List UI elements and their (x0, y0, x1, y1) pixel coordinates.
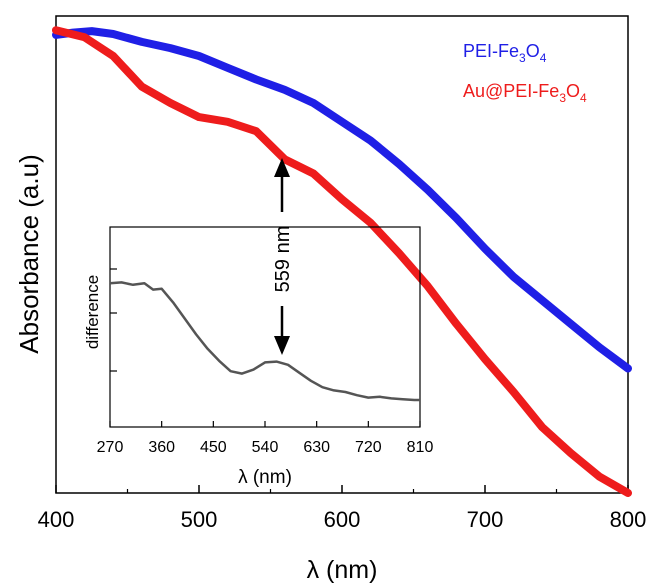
main-x-tick-label: 800 (610, 507, 647, 532)
legend-entry-pei-fe3o4: PEI-Fe3O4 (463, 41, 547, 65)
annotation-559nm: 559 nm (272, 158, 294, 355)
legend-1-mid: O (566, 81, 580, 101)
legend-0-sub2: 4 (540, 51, 547, 65)
inset-x-tick-label: 270 (97, 439, 124, 456)
main-x-tick-label: 500 (181, 507, 218, 532)
inset-x-tick-label: 720 (355, 439, 382, 456)
inset-x-tick-label: 810 (407, 439, 434, 456)
series-line-pei-fe3o4 (52, 27, 632, 373)
inset-y-axis-label: difference (83, 275, 102, 349)
legend-0-prefix: PEI-Fe (463, 41, 519, 61)
main-x-tick-label: 600 (324, 507, 361, 532)
inset-series-group (109, 281, 420, 402)
inset-x-tick-label: 360 (148, 439, 175, 456)
legend-1-sub1: 3 (559, 91, 566, 105)
inset-x-axis-label: λ (nm) (238, 467, 292, 488)
legend-0-mid: O (526, 41, 540, 61)
legend-1-sub2: 4 (580, 91, 587, 105)
legend-entry-au-pei-fe3o4: Au@PEI-Fe3O4 (463, 81, 587, 105)
legend-1-prefix: Au@PEI-Fe (463, 81, 559, 101)
main-x-tick-label: 400 (38, 507, 75, 532)
annotation-label: 559 nm (272, 226, 294, 293)
inset-series-line (109, 281, 420, 402)
inset-x-ticks: 270 360 450 540 630 720 810 (97, 421, 434, 456)
arrow-up-head (274, 158, 290, 177)
inset-x-tick-label: 630 (303, 439, 330, 456)
inset-x-tick-label: 540 (252, 439, 279, 456)
main-series-group (52, 26, 632, 497)
main-x-ticks: 400 500 600 700 800 (38, 485, 647, 532)
legend: PEI-Fe3O4 Au@PEI-Fe3O4 (463, 41, 587, 105)
main-y-axis-label: Absorbance (a.u) (14, 154, 44, 353)
arrow-down-head (274, 336, 290, 355)
inset-x-tick-label: 450 (200, 439, 227, 456)
inset-y-ticks (110, 268, 117, 372)
main-x-axis-label: λ (nm) (307, 556, 378, 584)
legend-0-sub1: 3 (519, 51, 526, 65)
main-x-tick-label: 700 (467, 507, 504, 532)
series-line-au-pei-fe3o4 (52, 26, 632, 497)
